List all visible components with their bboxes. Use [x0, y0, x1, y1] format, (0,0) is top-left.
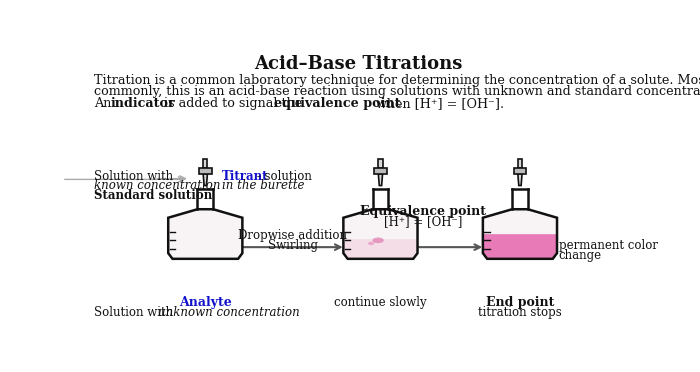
Polygon shape [344, 239, 417, 259]
Text: change: change [559, 249, 602, 262]
Ellipse shape [368, 242, 374, 245]
Text: in the burette: in the burette [223, 179, 305, 192]
Bar [518, 158, 522, 167]
Polygon shape [344, 209, 417, 259]
Text: unknown concentration: unknown concentration [158, 306, 300, 319]
Text: [H⁺] = [OH⁻]: [H⁺] = [OH⁻] [384, 216, 462, 228]
Ellipse shape [372, 237, 384, 243]
Text: known concentration: known concentration [94, 179, 220, 192]
Text: - solution: - solution [253, 170, 312, 183]
Text: permanent color: permanent color [559, 239, 658, 252]
Polygon shape [518, 174, 522, 186]
Text: Swirling: Swirling [268, 240, 318, 253]
Text: when [H⁺] = [OH⁻].: when [H⁺] = [OH⁻]. [372, 97, 504, 110]
Polygon shape [483, 209, 557, 259]
Bar [199, 167, 211, 174]
Text: continue slowly: continue slowly [334, 296, 427, 309]
Text: titration stops: titration stops [478, 306, 562, 319]
Text: indicator: indicator [111, 97, 175, 110]
Text: Acid–Base Titrations: Acid–Base Titrations [255, 55, 463, 73]
Bar [378, 158, 383, 167]
Polygon shape [168, 209, 242, 259]
Text: End point: End point [486, 296, 554, 309]
Text: is added to signal the: is added to signal the [160, 97, 307, 110]
Text: Equivalence point: Equivalence point [360, 205, 486, 218]
Text: Standard solution: Standard solution [94, 189, 212, 202]
Text: An: An [94, 97, 115, 110]
Text: Solution with: Solution with [94, 306, 176, 319]
Text: Solution with: Solution with [94, 170, 173, 183]
Text: Titrant: Titrant [223, 170, 269, 183]
Bar [514, 167, 526, 174]
Text: Dropwise addition: Dropwise addition [239, 230, 347, 243]
Bar [203, 158, 207, 167]
Text: commonly, this is an acid-base reaction using solutions with unknown and standar: commonly, this is an acid-base reaction … [94, 86, 700, 99]
Polygon shape [203, 174, 207, 186]
Polygon shape [378, 174, 383, 186]
Polygon shape [483, 234, 557, 259]
Text: Analyte: Analyte [179, 296, 232, 309]
Text: equivalence point: equivalence point [274, 97, 400, 110]
Text: Titration is a common laboratory technique for determining the concentration of : Titration is a common laboratory techniq… [94, 74, 700, 87]
Bar [374, 167, 387, 174]
